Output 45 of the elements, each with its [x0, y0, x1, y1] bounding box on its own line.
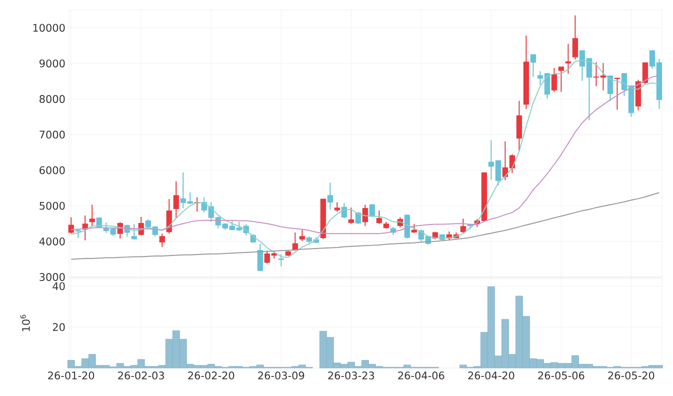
x-tick-label: 26-03-09	[258, 372, 304, 380]
candlestick	[75, 228, 81, 238]
candlestick	[551, 68, 558, 92]
candlestick	[131, 223, 137, 240]
y-tick-label: 7000	[40, 130, 65, 139]
x-tick-label: 26-02-03	[118, 372, 164, 380]
x-tick-label: 26-04-06	[398, 372, 444, 380]
y-tick-label: 5000	[40, 202, 65, 210]
x-tick-label: 26-02-20	[188, 372, 234, 380]
y-tick-label: 6000	[40, 166, 65, 174]
candlestick	[327, 182, 333, 210]
candlestick	[362, 204, 368, 227]
y-tick-label: 20	[52, 323, 65, 332]
candlestick	[607, 75, 614, 102]
candlestick	[369, 204, 375, 218]
candlestick	[173, 180, 179, 219]
candlestick	[460, 218, 466, 234]
candlestick	[530, 54, 536, 78]
candlestick	[159, 233, 165, 248]
y-tick-label: 40	[52, 282, 65, 290]
y-tick-label: 10000	[33, 24, 65, 32]
x-tick-label: 26-01-20	[48, 372, 94, 380]
candlestick	[89, 204, 95, 227]
y-tick-label: 3000	[40, 273, 65, 281]
candlestick	[572, 14, 578, 60]
candlestick	[292, 232, 298, 252]
y-axis-title: 10$^{6}$	[20, 314, 30, 332]
candlestick	[68, 216, 74, 234]
candlestick	[376, 210, 382, 224]
x-tick-label: 26-03-23	[328, 372, 374, 380]
x-tick-label: 26-04-20	[468, 372, 514, 380]
candlestick	[516, 100, 522, 152]
x-tick-label: 26-05-06	[538, 372, 584, 380]
candlestick	[348, 207, 354, 224]
candlestick	[614, 77, 620, 110]
candlestick	[299, 229, 305, 242]
candlestick	[278, 253, 284, 267]
y-tick-label: 9000	[40, 59, 65, 68]
candlestick	[558, 66, 564, 92]
candlestick	[565, 43, 572, 74]
y-tick-label: 8000	[40, 95, 65, 103]
candlestick	[334, 202, 340, 212]
candlestick	[257, 243, 263, 272]
x-tick-label: 26-05-20	[608, 372, 654, 380]
y-tick-label: 4000	[39, 237, 65, 246]
